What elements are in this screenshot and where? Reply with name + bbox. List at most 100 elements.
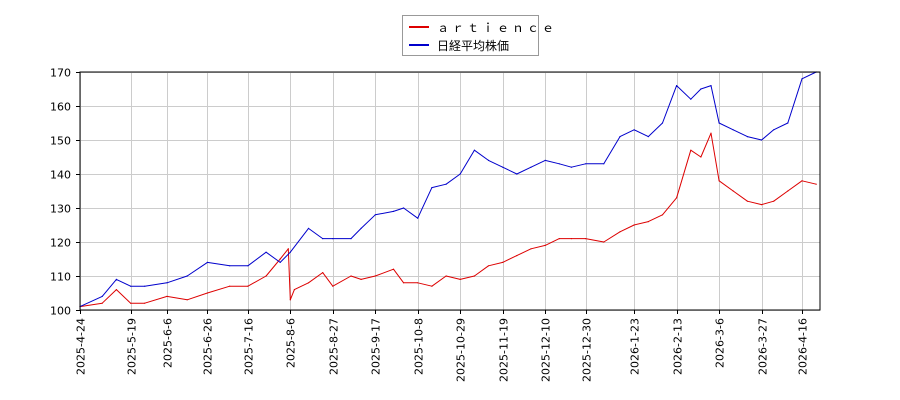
data-point <box>732 190 734 192</box>
legend-label-artience: ａｒｔｉｅｎｃｅ <box>437 20 558 35</box>
data-point <box>473 149 475 151</box>
data-point <box>247 265 249 267</box>
data-point <box>633 224 635 226</box>
data-point <box>570 238 573 240</box>
x-tick-label: 2026-3-27 <box>757 318 770 375</box>
data-point <box>101 302 103 304</box>
series-line-artience <box>79 132 817 308</box>
x-tick-label: 2025-10-29 <box>455 318 468 382</box>
data-point <box>544 244 546 246</box>
data-point <box>718 122 720 124</box>
data-point <box>101 295 103 297</box>
data-point <box>647 221 649 223</box>
x-tick-label: 2025-12-30 <box>581 318 594 382</box>
series-line-nikkei <box>79 71 817 308</box>
data-point <box>647 136 649 138</box>
data-point <box>787 122 789 124</box>
x-tick-label: 2025-8-6 <box>285 318 298 368</box>
data-point <box>619 231 621 233</box>
y-tick-label: 150 <box>50 135 71 148</box>
data-point <box>289 251 291 253</box>
plot-frame <box>79 71 821 311</box>
data-point <box>661 122 664 124</box>
grid-lines <box>80 72 820 311</box>
data-point <box>115 278 117 280</box>
data-point <box>166 282 168 284</box>
y-tick-label: 130 <box>50 203 71 216</box>
series-lines <box>79 71 817 308</box>
data-point <box>661 214 664 216</box>
data-point <box>332 238 334 240</box>
data-point <box>459 278 461 280</box>
data-point <box>431 187 433 189</box>
data-point <box>773 200 775 202</box>
data-point <box>374 275 376 277</box>
data-point <box>815 183 817 185</box>
data-point <box>761 204 763 206</box>
data-point <box>307 282 310 284</box>
data-point <box>502 166 504 168</box>
data-point <box>530 166 532 168</box>
x-tick-label: 2025-7-16 <box>243 318 256 375</box>
data-point <box>186 275 188 277</box>
x-tick-label: 2025-5-19 <box>126 318 139 375</box>
data-point <box>293 289 295 291</box>
data-point <box>229 285 231 287</box>
data-point <box>570 166 573 168</box>
data-point <box>279 258 281 260</box>
data-point <box>558 163 560 165</box>
data-point <box>676 85 678 87</box>
data-point <box>516 173 518 175</box>
data-point <box>322 272 324 274</box>
y-tick-label: 160 <box>50 101 71 114</box>
data-point <box>732 129 734 131</box>
data-point <box>392 268 395 270</box>
data-point <box>700 156 702 158</box>
data-point <box>265 275 267 277</box>
legend-label-nikkei: 日経平均株価 <box>437 38 510 53</box>
data-point <box>746 136 749 138</box>
y-axis: 100 110 120 130 140 150 160 170 <box>50 67 80 318</box>
x-tick-label: 2026-3-6 <box>714 318 727 368</box>
x-tick-label: 2026-4-16 <box>797 318 810 375</box>
x-tick-label: 2025-6-26 <box>202 318 215 375</box>
data-point <box>718 180 720 182</box>
data-point <box>287 248 289 250</box>
data-point <box>710 85 712 87</box>
data-point <box>710 132 712 134</box>
data-point <box>445 183 447 185</box>
data-point <box>130 302 132 304</box>
data-point <box>360 227 362 229</box>
data-point <box>773 129 775 131</box>
data-point <box>206 261 208 263</box>
data-point <box>206 292 208 294</box>
data-point <box>417 217 419 219</box>
data-point <box>690 98 692 100</box>
data-point <box>130 285 132 287</box>
data-point <box>603 241 605 243</box>
data-point <box>289 299 291 301</box>
x-tick-label: 2025-4-24 <box>75 318 88 375</box>
data-point <box>144 302 146 304</box>
x-tick-label: 2025-8-27 <box>328 318 341 375</box>
data-point <box>530 248 532 250</box>
data-point <box>144 285 146 287</box>
y-tick-label: 110 <box>50 271 71 284</box>
data-point <box>544 159 546 161</box>
data-point <box>487 159 490 161</box>
data-point <box>603 163 605 165</box>
data-point <box>417 282 419 284</box>
data-point <box>502 261 504 263</box>
data-point <box>473 275 475 277</box>
data-point <box>332 285 334 287</box>
data-point <box>431 285 433 287</box>
data-point <box>700 88 702 90</box>
data-point <box>585 238 587 240</box>
data-point <box>307 227 310 229</box>
x-tick-label: 2025-11-19 <box>498 318 511 382</box>
data-point <box>585 163 587 165</box>
data-point <box>265 251 267 253</box>
x-tick-label: 2025-12-10 <box>540 318 553 382</box>
data-point <box>115 289 117 291</box>
